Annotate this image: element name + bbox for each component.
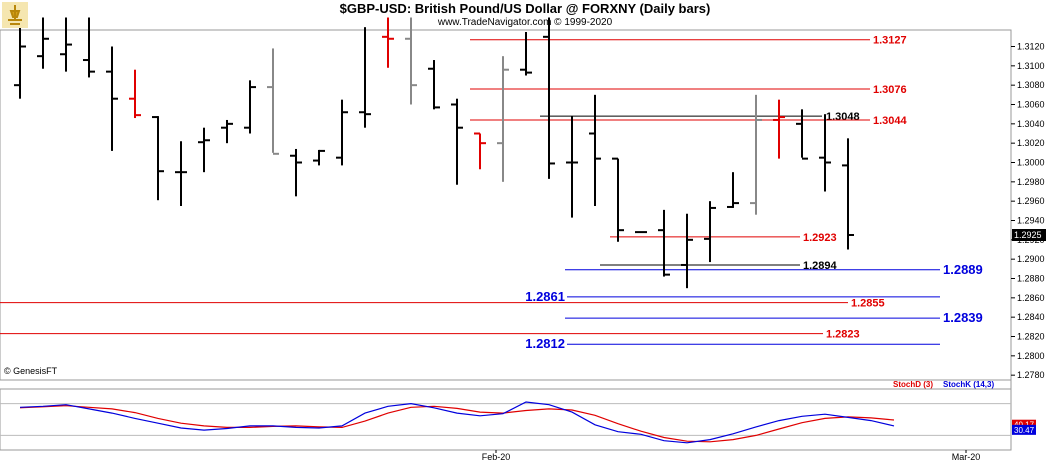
y-tick-label: 1.2840 xyxy=(1017,312,1045,322)
ohlc-bar xyxy=(451,98,463,185)
copyright-label: © GenesisFT xyxy=(4,366,58,376)
chart-title: $GBP-USD: British Pound/US Dollar @ FORX… xyxy=(339,1,711,16)
price-bars xyxy=(14,17,854,289)
ohlc-bar xyxy=(382,17,394,68)
stochd-line xyxy=(19,405,895,443)
level-label: 1.2823 xyxy=(826,329,860,341)
panel-frames xyxy=(0,29,1012,451)
level-label: 1.2812 xyxy=(525,336,565,351)
ohlc-bar xyxy=(474,132,486,170)
ohlc-bar xyxy=(681,213,693,289)
y-tick-label: 1.2980 xyxy=(1017,177,1045,187)
y-tick-label: 1.3000 xyxy=(1017,158,1045,168)
ohlc-bar xyxy=(428,60,440,110)
y-tick-label: 1.2820 xyxy=(1017,332,1045,342)
ohlc-bar xyxy=(175,141,187,206)
x-tick-label: Feb-20 xyxy=(482,452,511,462)
y-tick-label: 1.3120 xyxy=(1017,42,1045,52)
y-tick-label: 1.2780 xyxy=(1017,370,1045,380)
ohlc-bar xyxy=(267,48,279,155)
y-tick-label: 1.2880 xyxy=(1017,274,1045,284)
level-label: 1.2855 xyxy=(851,298,885,310)
ohlc-bar xyxy=(727,172,739,208)
genesis-logo-icon xyxy=(2,2,28,28)
ohlc-bar xyxy=(152,116,164,201)
y-tick-label: 1.2860 xyxy=(1017,293,1045,303)
level-label: 1.2923 xyxy=(803,232,837,244)
stochk-value-label: 30.47 xyxy=(1014,426,1035,435)
ohlc-bar xyxy=(198,127,210,173)
ohlc-bar xyxy=(819,114,831,192)
stochd-legend: StochD (3) xyxy=(893,380,933,389)
ohlc-bar xyxy=(83,17,95,78)
ohlc-bar xyxy=(704,201,716,263)
ohlc-bar xyxy=(244,80,256,134)
y-tick-label: 1.3060 xyxy=(1017,100,1045,110)
level-label: 1.3048 xyxy=(826,111,860,123)
price-axis: 1.3120 1.3100 1.3080 1.3060 1.3040 1.3020 1.30… xyxy=(4,42,1046,380)
level-label: 1.3076 xyxy=(873,84,907,96)
ohlc-bar xyxy=(750,94,762,215)
level-label: 1.2889 xyxy=(943,262,983,277)
stoch-panel xyxy=(0,388,1012,451)
stochk-line xyxy=(19,401,895,444)
ohlc-bar xyxy=(60,17,72,72)
stochastic-panel: StochD (3)StochK (14,3)40.1730.47 xyxy=(0,380,1036,444)
stochk-value-box xyxy=(1012,424,1036,435)
x-tick-label: Mar-20 xyxy=(952,452,981,462)
ohlc-bar xyxy=(221,119,233,144)
level-label: 1.2894 xyxy=(803,260,838,272)
ohlc-bar xyxy=(612,157,624,242)
ohlc-bar xyxy=(313,149,325,166)
ohlc-bar xyxy=(405,17,417,105)
y-tick-label: 1.2960 xyxy=(1017,196,1045,206)
level-lines: 1.3127 1.3076 1.3048 1.3044 1.2923 1.2894 1.28… xyxy=(0,35,983,351)
ohlc-bar xyxy=(842,138,854,250)
ohlc-bar xyxy=(796,109,808,160)
stochd-value-box xyxy=(1012,419,1036,430)
ohlc-bar xyxy=(497,56,509,182)
ohlc-bar xyxy=(543,17,555,179)
ohlc-bar xyxy=(106,46,118,151)
y-tick-label: 1.3080 xyxy=(1017,80,1045,90)
date-axis: Feb-20 Mar-20 xyxy=(482,450,981,462)
level-label: 1.2839 xyxy=(943,310,983,325)
y-tick-label: 1.2800 xyxy=(1017,351,1045,361)
level-label: 1.3127 xyxy=(873,35,907,47)
ohlc-bar xyxy=(129,69,141,119)
chart-subtitle: www.TradeNavigator.com © 1999-2020 xyxy=(437,17,613,28)
y-tick-label: 1.3020 xyxy=(1017,138,1045,148)
y-tick-label: 1.3100 xyxy=(1017,61,1045,71)
y-tick-label: 1.3040 xyxy=(1017,119,1045,129)
ohlc-bar xyxy=(290,148,302,197)
ohlc-bar xyxy=(37,17,49,69)
ohlc-bar xyxy=(336,99,348,166)
ohlc-bar xyxy=(359,27,371,128)
ohlc-bar xyxy=(589,94,601,206)
ohlc-bar xyxy=(658,209,670,277)
ohlc-bar xyxy=(14,17,26,99)
last-price-box xyxy=(1012,229,1046,241)
ohlc-bar xyxy=(566,116,578,218)
level-label: 1.3044 xyxy=(873,115,908,127)
last-price-label: 1.2925 xyxy=(1014,230,1042,240)
ohlc-bar xyxy=(773,99,785,159)
y-tick-label: 1.2940 xyxy=(1017,216,1045,226)
stochk-legend: StochK (14,3) xyxy=(943,380,994,389)
price-panel xyxy=(0,29,1012,381)
y-tick-label: 1.2900 xyxy=(1017,254,1045,264)
ohlc-bar xyxy=(520,32,532,76)
level-label: 1.2861 xyxy=(525,289,565,304)
